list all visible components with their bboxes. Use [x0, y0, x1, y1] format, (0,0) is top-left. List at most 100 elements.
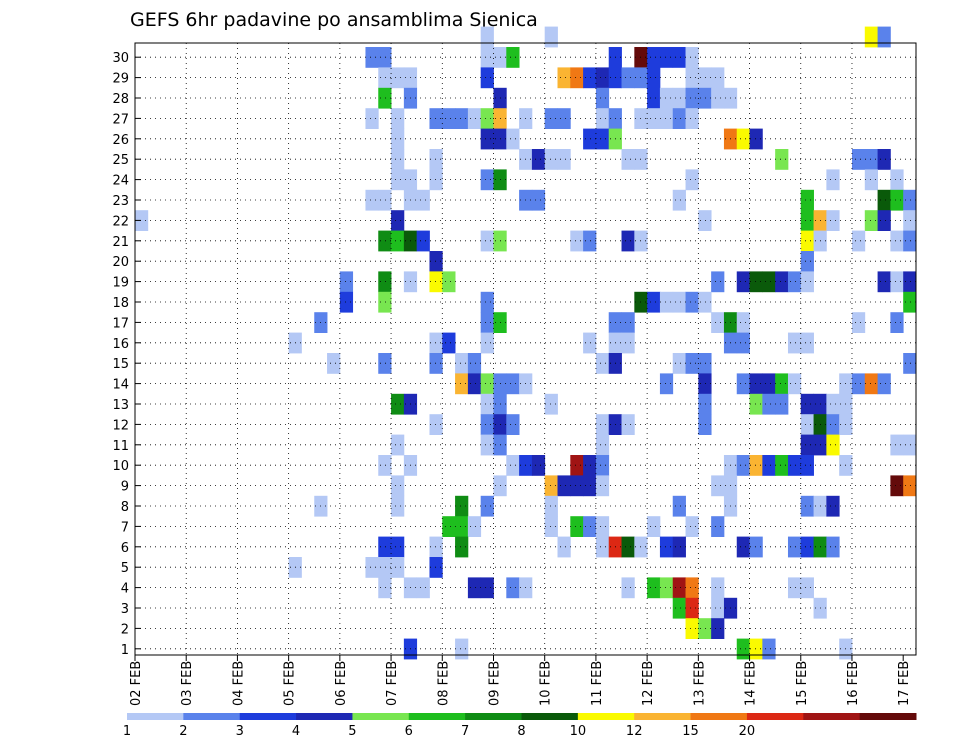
heatmap-cell [903, 271, 917, 293]
heatmap-cell [429, 271, 443, 293]
colorbar-swatch [577, 713, 635, 720]
heatmap-cell [800, 251, 814, 272]
x-tick-label: 07 FEB [385, 661, 400, 706]
heatmap-cell [659, 577, 674, 599]
heatmap-cell [365, 47, 379, 68]
heatmap-cell [506, 47, 520, 68]
heatmap-cell [480, 373, 494, 395]
heatmap-cell [698, 618, 712, 639]
colorbar-swatch [746, 713, 804, 720]
heatmap-cell [864, 373, 878, 395]
x-tick-label: 16 FEB [846, 661, 861, 706]
y-tick-label: 24 [112, 174, 129, 189]
heatmap-cell [647, 87, 661, 109]
y-tick-label: 8 [121, 500, 129, 515]
heatmap-cell [659, 87, 674, 109]
heatmap-cell [595, 475, 610, 497]
heatmap-cell [800, 495, 814, 517]
y-tick-label: 28 [112, 92, 129, 107]
heatmap-cell [595, 67, 610, 89]
colorbar-label: 6 [405, 724, 413, 739]
heatmap-cell [800, 332, 814, 354]
heatmap-cell [647, 516, 661, 537]
heatmap-cell [621, 312, 635, 333]
heatmap-cell [685, 291, 699, 313]
heatmap-cell [595, 414, 610, 435]
heatmap-cell [736, 271, 750, 293]
colorbar-swatch [803, 713, 861, 720]
heatmap-cell [442, 332, 456, 354]
heatmap-cell [544, 393, 558, 415]
heatmap-cell [749, 455, 763, 476]
x-tick-label: 15 FEB [795, 661, 810, 706]
heatmap-cell [787, 373, 802, 395]
heatmap-cell [583, 332, 597, 354]
y-axis: 1234567891011121314151617181920212223242… [112, 51, 141, 658]
heatmap-cell [787, 332, 802, 354]
heatmap-cell [544, 475, 558, 497]
heatmap-cell [455, 373, 469, 395]
heatmap-cell [378, 455, 392, 476]
y-tick-label: 26 [112, 133, 129, 148]
heatmap-cell [480, 332, 494, 354]
heatmap-cell [647, 47, 661, 68]
heatmap-cell [621, 536, 635, 558]
y-tick-label: 13 [112, 398, 129, 413]
heatmap-cell [826, 495, 840, 517]
heatmap-cell [480, 495, 494, 517]
heatmap-cell [864, 26, 878, 48]
colorbar-swatch [690, 713, 748, 720]
heatmap-cell [595, 87, 610, 109]
heatmap-cell [378, 189, 392, 211]
heatmap-cell [800, 230, 814, 252]
heatmap-cell [826, 210, 840, 231]
heatmap-cell [890, 312, 904, 333]
heatmap-cell [711, 67, 725, 89]
colorbar-label: 20 [739, 724, 756, 739]
y-tick-label: 6 [121, 541, 129, 556]
heatmap-cell [595, 108, 610, 129]
heatmap-cell [570, 67, 584, 89]
heatmap-cell [391, 128, 405, 150]
heatmap-cell [698, 393, 712, 415]
heatmap-cell [800, 210, 814, 231]
heatmap-cell [659, 536, 674, 558]
heatmap-cell [800, 271, 814, 293]
heatmap-cell [391, 393, 405, 415]
heatmap-cell [711, 577, 725, 599]
chart-title: GEFS 6hr padavine po ansamblima Sjenica [130, 9, 538, 31]
heatmap-cell [864, 210, 878, 231]
x-tick-label: 12 FEB [641, 661, 656, 706]
heatmap-cell [698, 210, 712, 231]
heatmap-cell [877, 210, 891, 231]
heatmap-cell [391, 210, 405, 231]
heatmap-cell [429, 169, 443, 191]
heatmap-cell [544, 108, 558, 129]
colorbar-label: 2 [179, 724, 187, 739]
heatmap-cell [877, 149, 891, 170]
colorbar-swatch [634, 713, 692, 720]
heatmap-cell [775, 393, 789, 415]
y-tick-label: 10 [112, 459, 129, 474]
heatmap-cell [570, 475, 584, 497]
heatmap-cell [135, 210, 149, 231]
heatmap-cell [851, 373, 866, 395]
heatmap-cell [429, 536, 443, 558]
heatmap-cell [685, 597, 699, 619]
heatmap-cell [864, 149, 878, 170]
heatmap-cell [557, 67, 571, 89]
heatmap-cell [621, 332, 635, 354]
heatmap-cell [698, 291, 712, 313]
heatmap-cell [544, 149, 558, 170]
heatmap-cell [506, 414, 520, 435]
heatmap-cell [877, 189, 891, 211]
heatmap-cell [391, 169, 405, 191]
heatmap-cell [583, 230, 597, 252]
heatmap-cell [736, 128, 750, 150]
x-tick-label: 08 FEB [436, 661, 451, 706]
heatmap-cell [672, 577, 686, 599]
heatmap-cell [903, 353, 917, 374]
heatmap-cell [595, 434, 610, 456]
heatmap-cell [685, 353, 699, 374]
x-tick-label: 17 FEB [897, 661, 912, 706]
